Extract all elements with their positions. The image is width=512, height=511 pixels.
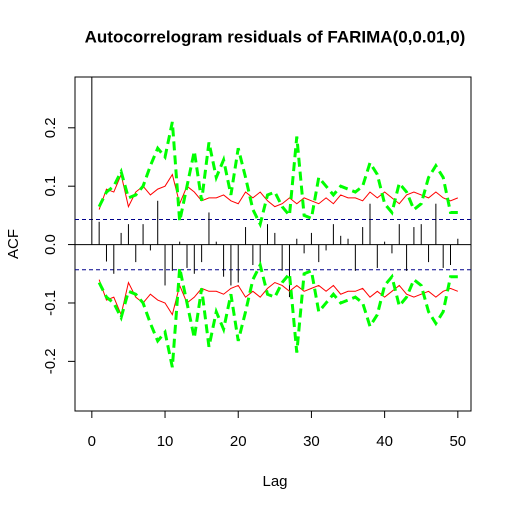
y-tick-label: 0.0 <box>42 234 59 255</box>
y-tick-label: 0.1 <box>42 176 59 197</box>
y-tick-label: 0.2 <box>42 117 59 138</box>
x-tick-label: 50 <box>449 433 466 450</box>
x-tick-label: 0 <box>88 433 96 450</box>
bound-line <box>97 260 458 368</box>
y-tick-label: -0.2 <box>42 348 59 374</box>
y-tick-label: -0.1 <box>42 290 59 316</box>
plot-frame <box>74 76 472 412</box>
x-tick-label: 40 <box>376 433 393 450</box>
x-axis-label: Lag <box>262 473 287 490</box>
bound-line <box>98 172 459 210</box>
bound-line <box>97 121 458 229</box>
chart-title: Autocorrelogram residuals of FARIMA(0,0.… <box>85 27 466 46</box>
x-tick-label: 30 <box>303 433 320 450</box>
bound-line <box>98 279 459 317</box>
y-axis-label: ACF <box>5 229 22 259</box>
x-tick-label: 10 <box>157 433 174 450</box>
plot-area <box>75 77 471 368</box>
axes: 0 10 20 30 40 50 -0.2 -0.1 0.0 0.1 0.2 <box>42 117 466 450</box>
x-tick-label: 20 <box>230 433 247 450</box>
